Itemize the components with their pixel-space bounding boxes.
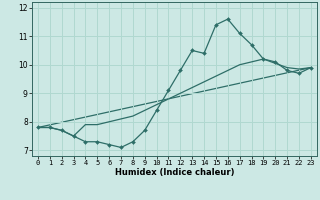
X-axis label: Humidex (Indice chaleur): Humidex (Indice chaleur) [115, 168, 234, 177]
